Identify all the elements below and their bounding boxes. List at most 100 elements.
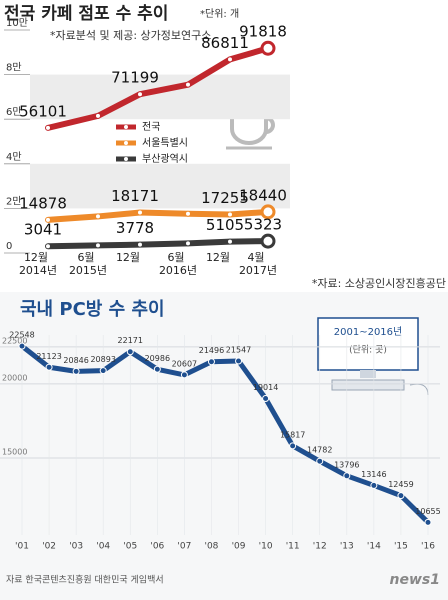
- point: [227, 211, 233, 218]
- line: [20, 344, 430, 525]
- point: [45, 243, 51, 250]
- unit: (단위: 곳): [349, 345, 387, 356]
- point: [72, 367, 80, 375]
- value-label: 21123: [36, 352, 61, 361]
- point: [397, 492, 405, 500]
- legend-label: 전국: [142, 121, 160, 133]
- point: [95, 242, 101, 249]
- point: [260, 40, 276, 56]
- x-tick-label: '04: [96, 542, 110, 552]
- legend-label: 서울특별시: [142, 137, 188, 149]
- point: [137, 241, 143, 248]
- x-tick-label: 4월: [247, 251, 264, 264]
- year-label: 2015년: [69, 264, 107, 277]
- value-label: 56101: [19, 102, 67, 120]
- x-tick-label: '16: [421, 542, 435, 552]
- period: 2001~2016년: [334, 326, 402, 338]
- value-label: 10655: [415, 507, 440, 516]
- x-tick-label: '03: [69, 542, 83, 552]
- y-tick-label: 8만: [6, 62, 22, 74]
- point: [227, 56, 233, 63]
- value-label: 13796: [334, 460, 359, 469]
- point: [137, 91, 143, 98]
- x-tick-label: 12월: [24, 251, 48, 264]
- value-label: 71199: [111, 69, 159, 87]
- point: [260, 233, 276, 249]
- x-tick-label: 12월: [116, 251, 140, 264]
- monitor-icon: [317, 317, 429, 396]
- unit: *단위: 개: [200, 7, 239, 20]
- point: [45, 124, 51, 131]
- y-tick-label: 22500: [2, 336, 27, 345]
- value-label: 20893: [90, 355, 115, 364]
- year-label: 2017년: [239, 264, 277, 277]
- value-label: 20607: [172, 359, 197, 368]
- value-label: 22548: [9, 331, 34, 340]
- x-tick-label: '14: [367, 542, 381, 552]
- point: [235, 357, 243, 365]
- point: [424, 518, 432, 526]
- value-label: 5323: [244, 216, 282, 234]
- point: [185, 210, 191, 217]
- point: [99, 367, 107, 375]
- point: [153, 365, 161, 373]
- title: 전국 카페 점포 수 추이: [4, 4, 168, 24]
- point: [137, 209, 143, 216]
- point: [126, 348, 134, 356]
- x-tick-label: '08: [204, 542, 218, 552]
- pcbang-chart: 15000 20000 22500 '01 '02 '03 '04 '05 '06 '07 '08 '…: [0, 331, 441, 552]
- point: [45, 363, 53, 371]
- year-label: 2016년: [159, 264, 197, 277]
- value-label: 17255: [201, 189, 249, 207]
- x-tick-label: '13: [340, 542, 354, 552]
- value-label: 14878: [19, 194, 67, 212]
- point: [207, 358, 215, 366]
- y-tick-label: 0: [6, 241, 12, 252]
- point: [370, 481, 378, 489]
- line: [47, 208, 269, 223]
- legend-label: 부산광역시: [142, 153, 188, 165]
- value-label: 14782: [307, 446, 332, 455]
- y-tick-label: 10만: [6, 17, 28, 29]
- point: [95, 213, 101, 220]
- y-tick-label: 4만: [6, 151, 22, 163]
- band: [30, 74, 290, 120]
- point: [289, 442, 297, 450]
- legend-dot: [124, 157, 128, 161]
- x-tick-label: '12: [313, 542, 327, 552]
- source: 자료 한국콘텐츠진흥원 대한민국 게임백서: [6, 574, 164, 586]
- x-tick-label: '15: [394, 542, 408, 552]
- note: *자료분석 및 제공: 상가정보연구소: [50, 29, 211, 42]
- y-tick-label: 15000: [2, 447, 27, 456]
- value-label: 20846: [63, 356, 88, 365]
- source: *자료: 소상공인시장진흥공단: [312, 276, 446, 290]
- point: [45, 216, 51, 223]
- line: [47, 45, 269, 131]
- value-label: 86811: [201, 34, 249, 52]
- line: [47, 238, 269, 250]
- x-tick-label: '05: [123, 542, 137, 552]
- value-label: 12459: [388, 480, 413, 489]
- point: [316, 457, 324, 465]
- x-tick-label: 6월: [77, 251, 94, 264]
- value-label: 20986: [145, 354, 170, 363]
- value-label: 18440: [239, 186, 287, 204]
- x-tick-label: '10: [259, 542, 273, 552]
- point: [262, 394, 270, 402]
- value-label: 18171: [111, 187, 159, 205]
- value-label: 22171: [118, 336, 143, 345]
- year-label: 2014년: [19, 264, 57, 277]
- legend-dot: [124, 141, 128, 145]
- x-tick-label: 12월: [206, 251, 230, 264]
- x-tick-label: '01: [15, 542, 29, 552]
- y-tick-label: 2만: [6, 195, 22, 207]
- value-label: 5105: [206, 216, 244, 234]
- value-label: 3778: [116, 219, 154, 237]
- x-tick-label: '07: [177, 542, 191, 552]
- point: [18, 342, 26, 350]
- point: [185, 240, 191, 247]
- value-label: 21547: [226, 345, 251, 354]
- point: [227, 238, 233, 245]
